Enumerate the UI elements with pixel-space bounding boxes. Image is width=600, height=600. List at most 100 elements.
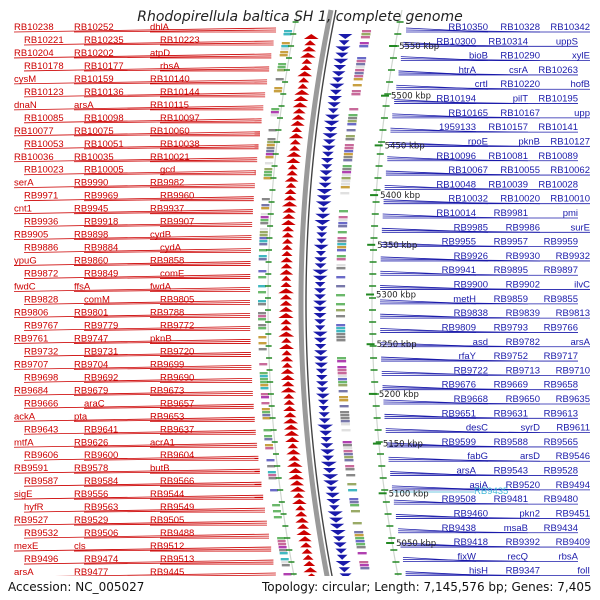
forward-label-connector <box>73 289 251 292</box>
reverse-gene-label: RB9565 <box>544 437 578 448</box>
forward-label-connector <box>13 183 255 189</box>
feature-block-left <box>265 447 274 450</box>
feature-block-right <box>357 552 367 555</box>
feature-block-left <box>259 249 268 252</box>
forward-gene-arrow <box>284 176 299 182</box>
feature-block-left <box>258 327 267 330</box>
feature-block-left <box>264 444 273 447</box>
feature-block-left <box>259 240 268 243</box>
reverse-gene-label: RB9651 <box>442 408 476 419</box>
feature-block-left <box>259 375 268 378</box>
reverse-gene-arrow <box>315 201 332 207</box>
reverse-gene-label: upp <box>574 108 590 119</box>
reverse-gene-label: RB10165 <box>448 108 488 119</box>
forward-gene-arrow <box>281 244 293 250</box>
feature-block-left <box>260 213 269 216</box>
reverse-gene-label: RB9897 <box>544 265 578 276</box>
forward-gene-arrow <box>289 480 305 486</box>
forward-gene-label: acrA1 <box>150 437 175 448</box>
forward-gene-label: RB10159 <box>74 74 114 85</box>
reverse-gene-arrow <box>321 164 333 170</box>
feature-block-right <box>349 498 359 501</box>
forward-gene-arrow <box>286 158 301 163</box>
feature-block-left <box>264 162 273 165</box>
forward-label-connector <box>83 431 256 435</box>
reverse-gene-label: RB10290 <box>500 51 540 62</box>
reverse-gene-arrow <box>314 288 327 294</box>
forward-gene-arrow <box>287 461 303 467</box>
forward-gene-label: RB9747 <box>74 333 108 344</box>
feature-block-left <box>267 465 276 468</box>
feature-block-right <box>338 225 348 228</box>
reverse-gene-arrow <box>322 455 334 461</box>
forward-gene-arrow <box>289 486 306 492</box>
reverse-gene-label: RB9631 <box>494 408 528 419</box>
reverse-gene-arrow <box>322 151 334 157</box>
feature-block-right <box>341 423 351 426</box>
feature-block-left <box>267 138 276 141</box>
reverse-gene-label: rfaY <box>459 351 477 362</box>
feature-block-right <box>356 63 366 66</box>
forward-gene-label: RB9604 <box>160 450 194 461</box>
feature-block-left <box>261 402 270 405</box>
reverse-gene-arrow <box>321 158 334 163</box>
reverse-gene-arrow <box>314 257 328 263</box>
forward-gene-arrow <box>284 430 300 436</box>
feature-block-right <box>352 84 362 87</box>
forward-label-connector <box>23 533 269 539</box>
forward-label-connector <box>23 507 266 513</box>
feature-block-left <box>265 156 274 159</box>
forward-gene-label: RB9566 <box>160 476 194 487</box>
reverse-gene-label: RB9986 <box>506 222 540 233</box>
feature-block-right <box>340 192 350 195</box>
feature-block-right <box>346 474 356 477</box>
reverse-gene-arrow <box>316 387 329 393</box>
reverse-gene-arrow <box>322 474 339 480</box>
feature-block-left <box>259 228 268 231</box>
feature-block-right <box>336 324 346 327</box>
feature-block-right <box>360 36 370 39</box>
feature-block-right <box>341 177 351 180</box>
forward-gene-label: RB9945 <box>74 204 108 215</box>
reverse-gene-arrow <box>320 443 334 449</box>
forward-gene-arrow <box>289 145 301 151</box>
reverse-gene-label: RB10028 <box>538 179 578 190</box>
feature-block-right <box>344 456 354 459</box>
reverse-gene-arrow <box>323 120 340 126</box>
forward-gene-label: RB9801 <box>74 307 108 318</box>
reverse-gene-label: RB9650 <box>506 394 540 405</box>
feature-block-right <box>338 384 348 387</box>
forward-gene-label: RB10097 <box>160 113 200 124</box>
reverse-gene-label: surE <box>570 222 590 233</box>
reverse-gene-arrow <box>338 567 351 573</box>
feature-block-left <box>258 303 266 306</box>
forward-gene-arrow <box>278 288 294 294</box>
reverse-gene-label: RB9588 <box>494 437 528 448</box>
reverse-gene-arrow <box>312 269 329 275</box>
forward-gene-arrow <box>282 238 293 244</box>
feature-block-right <box>347 120 357 123</box>
feature-block-right <box>354 534 364 537</box>
reverse-gene-label: RB9613 <box>544 408 578 419</box>
feature-block-right <box>351 90 361 93</box>
forward-gene-label: RB9692 <box>84 372 118 383</box>
forward-gene-label: RB10144 <box>160 87 200 98</box>
reverse-gene-label: RB9481 <box>494 494 528 505</box>
reverse-gene-label: RB10342 <box>550 22 590 33</box>
feature-block-left <box>264 438 273 441</box>
reverse-gene-arrow <box>332 71 346 77</box>
feature-block-right <box>339 210 349 213</box>
forward-gene-arrow <box>292 499 307 504</box>
forward-gene-label: RB9907 <box>160 217 194 228</box>
forward-gene-label: comE <box>160 269 184 280</box>
forward-gene-arrow <box>290 120 305 126</box>
reverse-gene-arrow <box>327 102 341 108</box>
feature-block-left <box>259 363 268 366</box>
forward-label-connector <box>13 53 272 59</box>
reverse-gene-arrow <box>332 536 346 542</box>
feature-block-right <box>337 360 347 363</box>
forward-label-connector <box>83 120 262 124</box>
reverse-gene-arrow <box>330 530 346 535</box>
forward-label-connector <box>13 416 255 422</box>
